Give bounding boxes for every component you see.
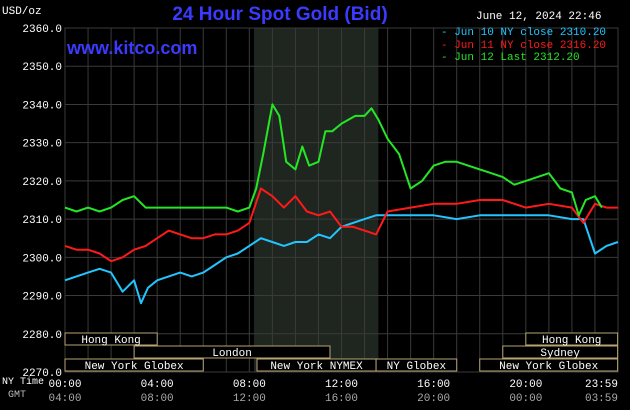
unit-label: USD/oz <box>2 6 42 18</box>
y-tick-label: 2290.0 <box>22 292 62 304</box>
x-tick-label-ny: 16:00 <box>417 379 450 391</box>
x-tick-label-gmt: 03:59 <box>585 393 618 405</box>
x-tick-label-gmt: 12:00 <box>233 393 266 405</box>
y-tick-label: 2280.0 <box>22 330 62 342</box>
x-tick-label-ny: 12:00 <box>325 379 358 391</box>
y-tick-label: 2340.0 <box>22 100 62 112</box>
market-session-box <box>375 358 458 372</box>
x-tick-label-ny: 08:00 <box>233 379 266 391</box>
x-tick-label-gmt: 16:00 <box>325 393 358 405</box>
legend-label: Jun 12 Last 2312.20 <box>454 52 580 64</box>
gmt-label: GMT <box>8 390 27 401</box>
market-session-box <box>479 358 619 372</box>
ny-time-label: NY Time <box>2 377 45 388</box>
series-line-1 <box>64 214 619 305</box>
y-tick-label: 2330.0 <box>22 139 62 151</box>
x-tick-label-gmt: 20:00 <box>417 393 450 405</box>
market-session-label: NY Globex <box>387 361 447 373</box>
y-tick-label: 2360.0 <box>22 24 62 36</box>
legend-label: Jun 10 NY close 2310.20 <box>454 27 607 39</box>
legend-swatch: - <box>441 39 455 52</box>
series-line-2 <box>64 187 618 263</box>
y-tick-label: 2270.0 <box>22 368 62 380</box>
market-session-label: New York Globex <box>499 361 598 373</box>
y-tick-label: 2350.0 <box>22 62 62 74</box>
timestamp: June 12, 2024 22:46 <box>476 11 602 23</box>
series-line-3 <box>64 103 603 217</box>
market-session-label: Sydney <box>540 348 580 360</box>
x-tick-label-ny: 23:59 <box>585 379 618 391</box>
x-tick-label-gmt: 04:00 <box>48 393 81 405</box>
x-tick-label-gmt: 08:00 <box>141 393 174 405</box>
watermark-link[interactable]: www.kitco.com <box>67 38 198 58</box>
y-tick-label: 2310.0 <box>22 215 62 227</box>
x-tick-label-ny: 04:00 <box>141 379 174 391</box>
legend-entry-jun10: - Jun 10 NY close 2310.20 <box>441 27 606 40</box>
legend-swatch: - <box>441 27 455 39</box>
y-tick-label: 2320.0 <box>22 177 62 189</box>
market-session-label: London <box>212 348 252 360</box>
market-session-box <box>64 332 158 346</box>
legend-swatch: - <box>441 52 455 64</box>
x-axis-ticks: 00:00 04:00 04:00 08:00 08:00 12:00 12:00 16:00… <box>48 379 618 405</box>
x-tick-label-gmt: 00:00 <box>509 393 542 405</box>
legend-label: Jun 11 NY close 2316.20 <box>454 39 607 52</box>
market-session-box <box>502 345 619 359</box>
x-tick-label-ny: 20:00 <box>509 379 542 391</box>
market-session-box <box>64 358 204 372</box>
chart-grid <box>64 27 619 373</box>
x-tick-label-ny: 00:00 <box>48 379 81 391</box>
price-series <box>64 103 619 305</box>
market-session-label: Hong Kong <box>542 335 601 347</box>
legend: - Jun 10 NY close 2310.20 - Jun 11 NY cl… <box>441 27 606 65</box>
trading-session-highlight <box>253 28 379 372</box>
market-session-label: New York NYMEX <box>270 361 363 373</box>
y-axis-ticks: 2360.0 2350.0 2340.0 2330.0 2320.0 2310.0 2300… <box>22 24 62 380</box>
market-session-box <box>133 345 331 359</box>
market-session-label: Hong Kong <box>81 335 140 347</box>
legend-entry-jun11: - Jun 11 NY close 2316.20 <box>441 40 606 53</box>
market-session-label: New York Globex <box>85 361 184 373</box>
nymex-session-band <box>253 28 379 372</box>
legend-entry-jun12: - Jun 12 Last 2312.20 <box>441 52 606 65</box>
market-session-box <box>525 332 619 346</box>
y-tick-label: 2300.0 <box>22 253 62 265</box>
chart-title: 24 Hour Spot Gold (Bid) <box>172 4 388 25</box>
